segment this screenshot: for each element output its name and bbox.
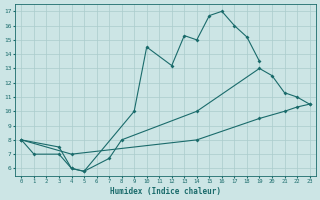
X-axis label: Humidex (Indice chaleur): Humidex (Indice chaleur): [110, 187, 221, 196]
